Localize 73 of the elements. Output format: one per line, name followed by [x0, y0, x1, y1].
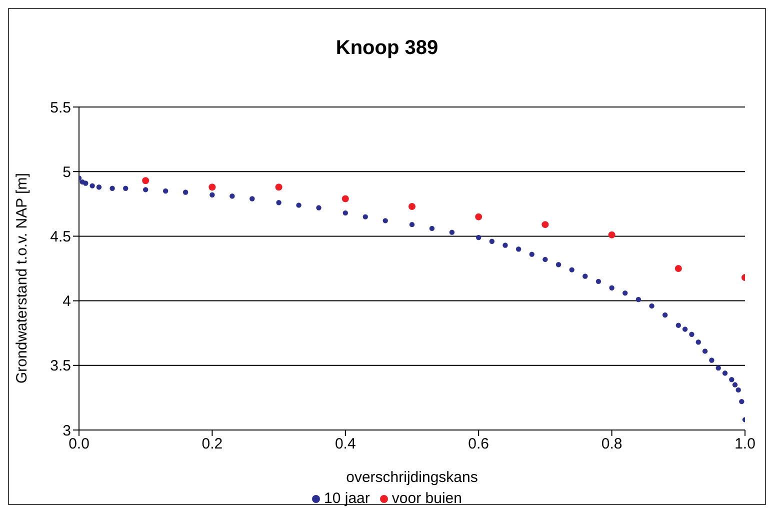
point: [729, 377, 734, 382]
point: [502, 242, 508, 248]
point: [636, 296, 642, 302]
point: [250, 196, 255, 202]
point: [689, 332, 694, 337]
point: [449, 230, 455, 235]
point: [542, 256, 548, 262]
point: [682, 326, 688, 332]
y-tick-label: 4: [62, 293, 71, 310]
point: [475, 213, 482, 220]
point: [716, 365, 721, 371]
point: [429, 226, 435, 232]
point: [362, 214, 368, 220]
point: [696, 340, 701, 345]
point: [676, 322, 681, 328]
point: [489, 238, 495, 244]
x-tick-label: 0.6: [468, 436, 490, 453]
point: [739, 398, 744, 404]
point: [409, 222, 415, 228]
x-tick-label: 1.0: [734, 436, 756, 453]
chart-title: Knoop 389: [334, 37, 440, 61]
point: [542, 221, 549, 228]
point: [143, 187, 148, 192]
x-tick-label: 0.2: [202, 436, 223, 453]
x-tick-label: 0.4: [334, 436, 356, 453]
point: [736, 387, 741, 393]
point: [162, 188, 168, 194]
y-tick-label: 3.5: [50, 358, 71, 375]
x-axis-title: overschrijdingskans: [346, 469, 478, 486]
point: [529, 252, 534, 257]
y-axis-title: Grondwaterstand t.o.v. NAP [m]: [13, 173, 30, 384]
point: [516, 246, 522, 252]
point: [732, 382, 738, 388]
point: [123, 186, 128, 191]
y-tick-label: 5.5: [50, 99, 71, 116]
point: [83, 180, 88, 186]
legend-label: voor buien: [392, 490, 462, 507]
point: [476, 234, 482, 240]
point: [556, 262, 562, 268]
point: [622, 290, 628, 296]
point: [662, 312, 668, 318]
point: [342, 210, 348, 216]
point: [142, 177, 150, 184]
point: [210, 192, 215, 198]
point: [110, 186, 115, 191]
point: [722, 370, 728, 376]
point: [316, 205, 322, 210]
point: [182, 190, 188, 195]
y-tick-label: 4.5: [50, 228, 71, 246]
point: [96, 184, 102, 190]
point: [569, 267, 574, 272]
point: [296, 202, 302, 208]
point: [342, 195, 349, 202]
point: [674, 265, 682, 272]
point: [230, 194, 235, 199]
y-tick-label: 5: [62, 164, 71, 181]
point: [608, 231, 616, 238]
legend-label: 10 jaar: [324, 490, 370, 507]
point: [649, 303, 654, 309]
point: [408, 202, 416, 210]
point: [208, 184, 216, 191]
point: [382, 218, 388, 224]
y-tick-label: 3: [62, 422, 71, 440]
x-tick-label: 0.8: [601, 436, 622, 453]
point: [276, 200, 282, 206]
point: [702, 348, 708, 354]
point: [596, 278, 602, 284]
point: [582, 274, 588, 279]
x-tick-label: 0.0: [68, 436, 90, 453]
point: [90, 183, 95, 188]
point: [275, 184, 282, 191]
point: [609, 285, 614, 290]
point: [709, 358, 714, 363]
